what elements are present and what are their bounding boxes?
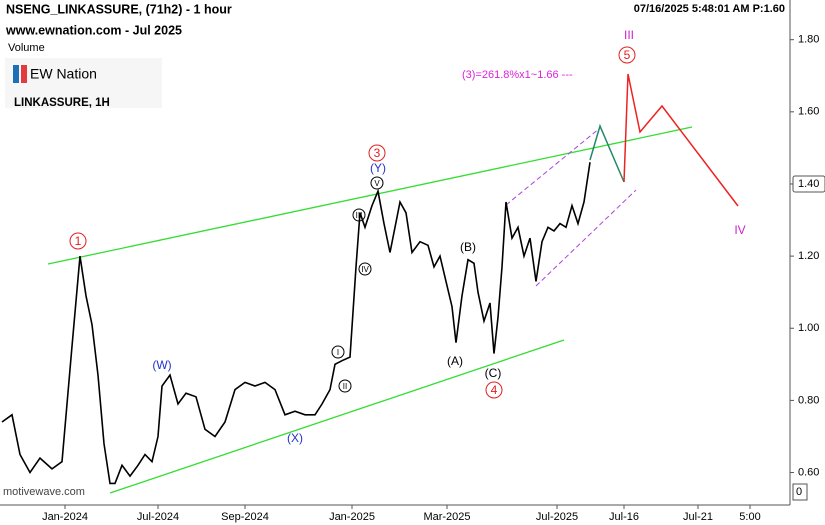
wave-circle — [370, 176, 384, 190]
wave-circle — [358, 262, 372, 276]
y-tick-label: 1.60 — [798, 106, 819, 118]
wave-circle — [618, 46, 636, 64]
wave-label: 3 — [374, 146, 381, 160]
annotation: (3)=261.8%x1~1.66 --- — [462, 69, 573, 81]
wave-label: (A) — [447, 354, 463, 368]
channel-line — [505, 127, 601, 206]
x-tick-label: Jul-21 — [683, 511, 713, 523]
wave-circle — [352, 208, 366, 222]
volume-tick-label: 0 — [796, 486, 802, 498]
x-tick-label: Jul-16 — [609, 511, 639, 523]
wave-label: III — [624, 28, 634, 42]
projection-path — [623, 73, 739, 207]
wave-circle — [338, 379, 352, 393]
y-tick-label: 1.20 — [798, 250, 819, 262]
symbol-label: LINKASSURE, 1H — [14, 97, 110, 109]
wave-label: IV — [361, 265, 369, 274]
projection-path — [589, 123, 625, 183]
wave-circle — [331, 345, 345, 359]
x-tick-label: Jan-2024 — [42, 511, 88, 523]
logo-mark — [21, 65, 27, 83]
y-tick-label: 1.80 — [798, 34, 819, 46]
timestamp: 07/16/2025 5:48:01 AM P:1.60 — [634, 3, 785, 15]
chart-title: NSENG_LINKASSURE, (71h2) - 1 hour — [6, 2, 232, 16]
wave-label: I — [337, 348, 339, 357]
wave-label: V — [374, 179, 380, 188]
x-tick-label: Mar-2025 — [423, 511, 470, 523]
x-tick-label: Jul-2025 — [536, 511, 578, 523]
y-tick-label: 1.40 — [798, 178, 819, 190]
y-tick-label: 1.00 — [798, 322, 819, 334]
y-tick-label: 0.60 — [798, 466, 819, 478]
volume-label: Volume — [8, 42, 45, 54]
channel-line — [535, 189, 637, 287]
x-tick-label: Jan-2025 — [329, 511, 375, 523]
wave-label: (C) — [485, 366, 502, 380]
price-line — [1, 162, 591, 485]
x-tick-label: 5:00 — [739, 511, 760, 523]
x-tick-label: Jul-2024 — [137, 511, 179, 523]
wave-label: 1 — [75, 234, 82, 248]
trendline — [47, 126, 693, 265]
wave-label: 4 — [491, 383, 498, 397]
wave-label: (B) — [460, 240, 476, 254]
watermark: motivewave.com — [3, 486, 85, 498]
wave-label: III — [356, 211, 363, 220]
logo-text: EW Nation — [30, 66, 97, 82]
wave-circle — [69, 232, 87, 250]
trendline — [109, 339, 565, 494]
x-tick-label: Sep-2024 — [221, 511, 269, 523]
wave-label: IV — [734, 223, 745, 237]
wave-circle — [485, 381, 503, 399]
volume-box — [792, 483, 808, 501]
price-box — [792, 175, 825, 193]
subtitle: www.ewnation.com - Jul 2025 — [5, 23, 182, 37]
wave-circle — [368, 144, 386, 162]
wave-label: (X) — [287, 431, 303, 445]
wave-label: II — [343, 382, 347, 391]
wave-label: (Y) — [370, 161, 386, 175]
wave-label: 5 — [624, 48, 631, 62]
logo-mark — [13, 65, 19, 83]
y-tick-label: 0.80 — [798, 394, 819, 406]
wave-label: (W) — [152, 358, 171, 372]
logo-panel — [5, 58, 162, 108]
